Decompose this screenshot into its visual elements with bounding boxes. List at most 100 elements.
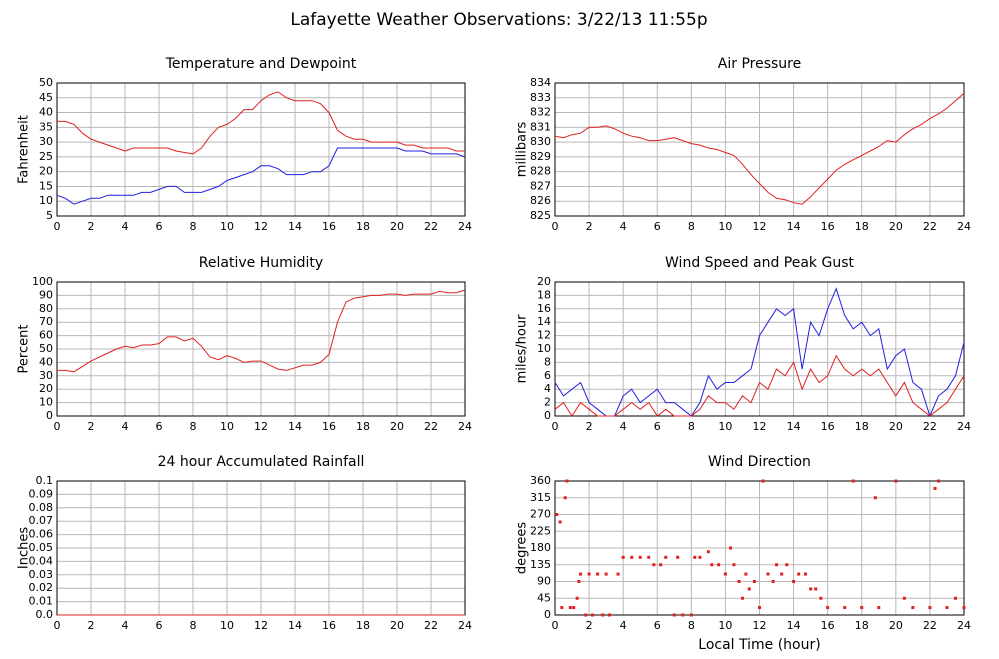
x-tick-label: 2 (88, 220, 95, 233)
y-tick-label: 0.04 (29, 554, 54, 567)
y-axis-label: Inches (17, 527, 32, 569)
x-tick-label: 12 (254, 619, 268, 632)
x-tick-label: 14 (787, 619, 801, 632)
y-tick-label: 35 (39, 120, 53, 133)
data-point (575, 596, 579, 600)
data-point (572, 606, 576, 610)
y-tick-label: 10 (39, 194, 53, 207)
data-point (744, 572, 748, 576)
y-tick-label: 40 (39, 106, 53, 119)
y-tick-label: 8 (544, 355, 551, 368)
data-point (785, 563, 789, 567)
x-tick-label: 6 (156, 220, 163, 233)
data-point (706, 550, 710, 554)
x-tick-label: 0 (552, 619, 559, 632)
data-point (652, 563, 656, 567)
x-tick-label: 16 (821, 420, 835, 433)
x-tick-label: 8 (190, 619, 197, 632)
x-tick-label: 8 (688, 220, 695, 233)
data-point (577, 580, 581, 583)
x-tick-label: 14 (787, 220, 801, 233)
data-line (554, 92, 965, 205)
x-tick-label: 22 (424, 420, 438, 433)
x-tick-label: 24 (957, 220, 971, 233)
subplot-title: Air Pressure (718, 56, 801, 72)
data-point (604, 572, 608, 576)
y-tick-label: 90 (537, 575, 551, 588)
y-tick-label: 828 (530, 165, 551, 178)
data-point (621, 555, 625, 559)
x-tick-label: 18 (855, 619, 869, 632)
data-point (616, 572, 620, 576)
data-point (630, 555, 634, 559)
data-point (771, 580, 775, 583)
plot-frame (554, 480, 965, 616)
data-point (672, 613, 676, 617)
x-tick-label: 4 (122, 619, 129, 632)
data-point (747, 587, 751, 591)
data-point (894, 479, 898, 483)
y-tick-label: 827 (530, 179, 551, 192)
y-tick-label: 20 (39, 382, 53, 395)
plot-frame (56, 281, 466, 417)
data-line (554, 354, 965, 417)
data-point (568, 606, 572, 610)
x-tick-label: 4 (620, 420, 627, 433)
y-tick-label: 16 (537, 302, 551, 315)
x-tick-label: 18 (356, 220, 370, 233)
data-point (761, 479, 765, 483)
data-point (737, 580, 741, 583)
y-tick-label: 45 (537, 591, 551, 604)
x-tick-label: 12 (753, 420, 767, 433)
x-tick-label: 20 (889, 420, 903, 433)
y-tick-label: 0.02 (29, 581, 54, 594)
data-point (780, 572, 784, 576)
x-tick-label: 24 (957, 619, 971, 632)
y-tick-label: 40 (39, 355, 53, 368)
x-tick-label: 0 (552, 220, 559, 233)
x-tick-label: 24 (458, 619, 472, 632)
y-tick-label: 135 (530, 558, 551, 571)
y-tick-label: 30 (39, 369, 53, 382)
x-tick-label: 4 (620, 619, 627, 632)
y-tick-label: 830 (530, 135, 551, 148)
data-point (664, 555, 668, 559)
x-tick-label: 20 (889, 619, 903, 632)
data-point (681, 613, 685, 617)
y-tick-label: 270 (530, 508, 551, 521)
x-tick-label: 16 (322, 420, 336, 433)
x-tick-label: 20 (390, 420, 404, 433)
data-point (873, 496, 877, 500)
x-tick-label: 14 (288, 420, 302, 433)
x-tick-label: 8 (688, 420, 695, 433)
y-tick-label: 50 (39, 342, 53, 355)
x-tick-label: 24 (957, 420, 971, 433)
y-tick-label: 0 (46, 409, 53, 422)
data-point (587, 572, 591, 576)
data-point (563, 496, 567, 500)
x-tick-label: 20 (889, 220, 903, 233)
y-axis-label: miles/hour (515, 314, 530, 383)
x-tick-label: 10 (718, 420, 732, 433)
y-tick-label: 0.1 (36, 474, 54, 487)
x-tick-label: 22 (923, 619, 937, 632)
data-point (659, 563, 663, 567)
x-tick-label: 20 (390, 220, 404, 233)
data-point (723, 572, 727, 576)
y-tick-label: 834 (530, 76, 551, 89)
x-tick-label: 2 (88, 420, 95, 433)
y-tick-label: 360 (530, 474, 551, 487)
y-tick-label: 831 (530, 120, 551, 133)
x-tick-label: 8 (688, 619, 695, 632)
data-point (933, 486, 937, 490)
x-tick-label: 6 (156, 420, 163, 433)
x-tick-label: 14 (288, 619, 302, 632)
x-tick-label: 0 (54, 220, 61, 233)
data-point (766, 572, 770, 576)
x-tick-label: 12 (254, 220, 268, 233)
subplot-title: Wind Direction (708, 454, 811, 470)
y-tick-label: 60 (39, 329, 53, 342)
y-tick-label: 5 (46, 209, 53, 222)
x-tick-label: 22 (424, 220, 438, 233)
data-point (792, 580, 796, 583)
